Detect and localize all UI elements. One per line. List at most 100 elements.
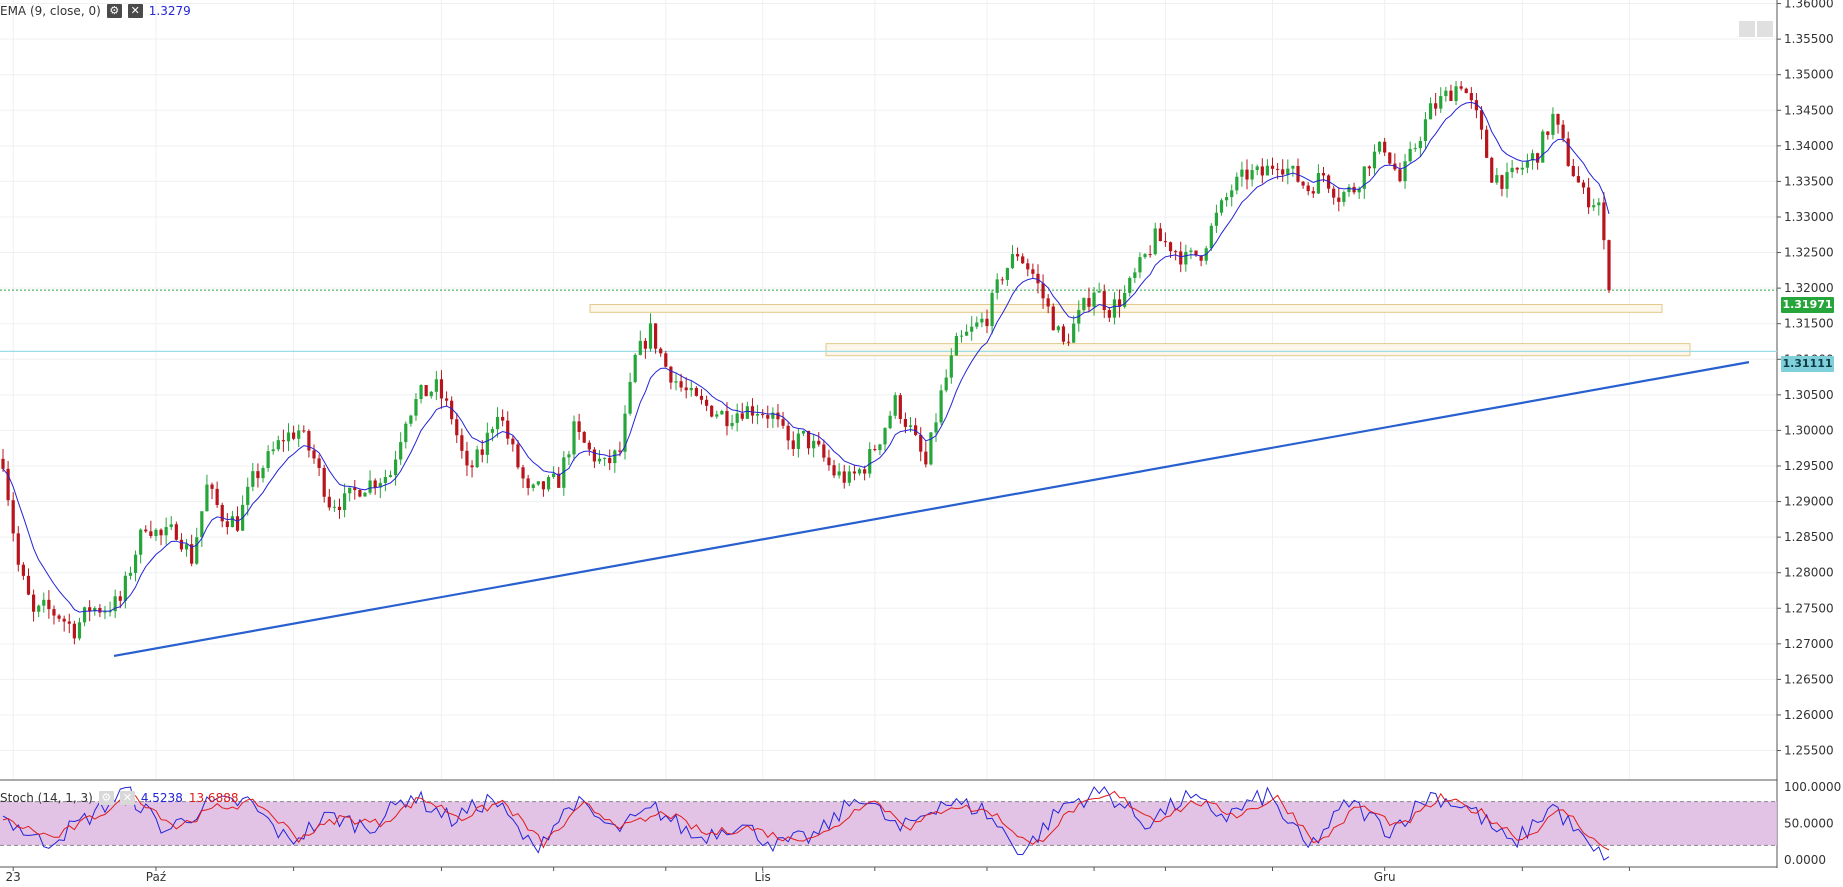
candle-body (750, 406, 755, 416)
candle-body (1021, 256, 1025, 264)
candle-body (919, 434, 923, 452)
candle-body (1561, 124, 1565, 139)
stoch-y-tick-label: 0.0000 (1784, 853, 1826, 867)
candle-body (1530, 153, 1535, 161)
candle-body (827, 457, 831, 466)
candle-body (863, 469, 867, 474)
candle-body (1408, 148, 1412, 162)
candle-body (1056, 326, 1060, 331)
candle-body (164, 527, 168, 536)
candle-body (1291, 165, 1295, 169)
gear-icon[interactable]: ⚙ (98, 791, 114, 805)
candle-body (557, 473, 561, 488)
candle-body (745, 406, 749, 419)
candle-body (924, 451, 928, 465)
candle-body (592, 449, 597, 462)
candle-body (480, 449, 484, 455)
candle-body (353, 487, 357, 491)
candle-body (1219, 200, 1224, 213)
candle-body (348, 487, 352, 494)
candle-body (424, 384, 428, 397)
candle-body (1464, 88, 1468, 94)
candle-body (1296, 165, 1300, 182)
candle-body (1112, 299, 1117, 318)
pane-maximize-icon[interactable] (1757, 21, 1773, 37)
y-tick-label: 1.31500 (1784, 317, 1834, 331)
candle-body (342, 493, 347, 511)
candle-body (1153, 228, 1157, 255)
candle-body (292, 432, 296, 439)
candle-body (368, 480, 372, 493)
candle-body (190, 544, 194, 564)
candle-body (1225, 197, 1229, 201)
ema-legend: EMA (9, close, 0) ⚙ ✕ 1.3279 (0, 4, 191, 18)
y-tick-label: 1.32500 (1784, 246, 1834, 260)
candle-body (1525, 160, 1530, 168)
candle-body (1010, 254, 1015, 269)
y-tick-label: 1.26500 (1784, 672, 1834, 686)
pane-up-icon[interactable] (1739, 21, 1755, 37)
candle-body (220, 504, 224, 522)
candle-body (710, 405, 714, 417)
candle-body (82, 607, 87, 623)
candle-body (501, 416, 505, 421)
candle-body (88, 607, 92, 612)
candle-body (47, 599, 51, 610)
candle-body (1158, 228, 1162, 242)
candle-body (1388, 152, 1392, 164)
candle-body (817, 440, 821, 445)
candle-body (1061, 326, 1066, 342)
candle-body (1148, 254, 1152, 256)
candle-body (225, 521, 229, 528)
gear-icon[interactable]: ⚙ (106, 4, 122, 18)
candle-body (1072, 323, 1076, 343)
last-price-tag: 1.31971 (1781, 297, 1834, 313)
candle-body (179, 539, 184, 550)
candle-body (210, 484, 214, 489)
candle-body (1184, 251, 1188, 265)
candle-body (414, 399, 418, 416)
candle-body (52, 609, 56, 616)
candle-body (1428, 103, 1433, 120)
candle-body (1092, 292, 1096, 307)
candle-body (1515, 167, 1519, 170)
candle-body (6, 468, 10, 501)
candle-body (715, 414, 719, 417)
candle-body (832, 465, 836, 476)
candle-body (1026, 263, 1030, 270)
candle-body (1505, 172, 1509, 189)
candle-body (1485, 129, 1489, 158)
candle-body (638, 340, 642, 355)
candle-body (562, 457, 566, 488)
candle-body (720, 411, 724, 415)
candle-body (552, 473, 556, 478)
candle-body (812, 440, 816, 449)
candle-body (1, 458, 5, 469)
candle-body (674, 381, 678, 383)
candle-body (404, 423, 408, 443)
close-icon[interactable]: ✕ (119, 791, 135, 805)
y-tick-label: 1.29500 (1784, 459, 1834, 473)
candle-body (251, 471, 255, 487)
candle-body (1536, 153, 1540, 163)
candle-body (256, 471, 260, 479)
candle-body (230, 516, 235, 528)
close-icon[interactable]: ✕ (127, 4, 143, 18)
candle-body (271, 449, 275, 452)
candle-body (67, 621, 71, 624)
candle-body (1133, 272, 1137, 278)
candle-body (648, 323, 653, 349)
candle-body (1495, 175, 1499, 183)
candle-body (460, 435, 464, 451)
candle-body (383, 477, 387, 483)
stoch-k-value: 4.5238 (140, 791, 183, 805)
stoch-y-tick-label: 50.0000 (1784, 817, 1834, 831)
candle-body (98, 607, 102, 613)
stoch-y-tick-label: 100.0000 (1784, 780, 1841, 794)
candle-body (286, 432, 291, 442)
candle-body (1276, 168, 1280, 170)
candle-body (139, 529, 143, 555)
y-tick-label: 1.28500 (1784, 530, 1834, 544)
